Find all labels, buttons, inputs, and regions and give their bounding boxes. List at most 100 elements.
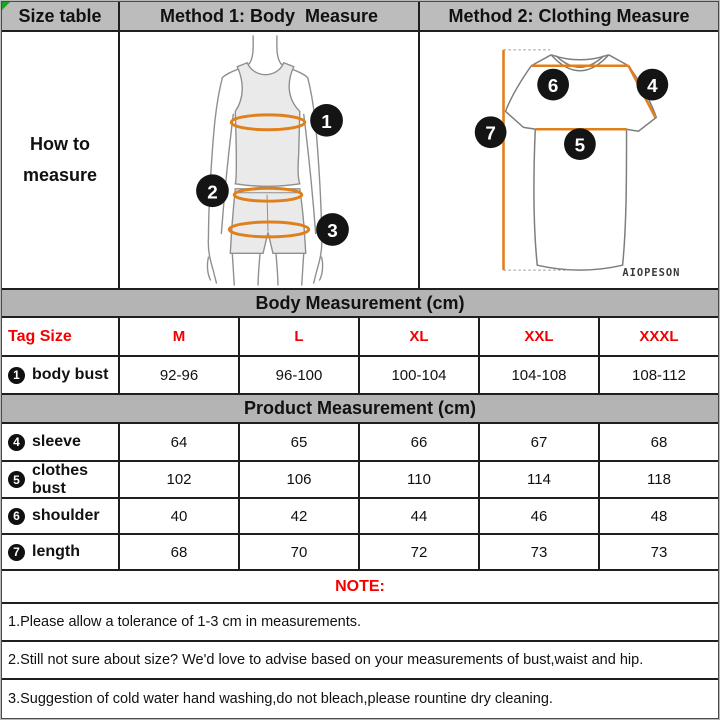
size-header-xxl: XXL: [480, 318, 600, 355]
circled-1-icon: 1: [8, 366, 25, 384]
badge-2-circle: [196, 174, 229, 208]
shoulder-value: 40: [120, 499, 240, 533]
clothes-bust-value: 102: [120, 462, 240, 497]
method1-label: Method 1: Body Measure: [159, 5, 379, 26]
badge-2-number: 2: [207, 181, 217, 202]
length-row: 7 length 68 70 72 73 73: [2, 535, 718, 571]
circled-6-icon: 6: [8, 507, 25, 525]
clothes-bust-label: clothes bust: [32, 462, 89, 497]
body-measurement-title-bar: Body Measurement (cm): [2, 290, 718, 318]
badge-4-circle: [636, 68, 669, 101]
length-value: 73: [600, 535, 718, 569]
tank-top-shape: [234, 61, 301, 187]
note-item-1: 1.Please allow a tolerance of 1-3 cm in …: [2, 604, 718, 642]
body-bust-value: 92-96: [120, 357, 240, 393]
sleeve-value: 66: [360, 424, 480, 460]
body-measurement-title: Body Measurement (cm): [255, 292, 465, 313]
size-header-xl: XL: [360, 318, 480, 355]
badge-5-number: 5: [575, 135, 585, 156]
shoulder-value: 42: [240, 499, 360, 533]
size-header-xxxl: XXXL: [600, 318, 718, 355]
note-text: 2.Still not sure about size? We'd love t…: [8, 652, 644, 668]
tshirt-illustration: 6 4 7 5 AIOPESON: [474, 49, 680, 279]
sleeve-label: sleeve: [32, 433, 81, 450]
method2-header: Method 2: Clothing Measure: [2, 2, 718, 30]
method1-header: Method 1: Body Measure: [120, 2, 420, 30]
body-measure-illustration: 1 2 3: [120, 32, 420, 288]
body-figure-illustration: 1 2 3: [196, 35, 349, 286]
product-measurement-title-bar: Product Measurement (cm): [2, 395, 718, 424]
size-header-l: L: [240, 318, 360, 355]
hip-tape: [227, 220, 311, 239]
sleeve-value: 68: [600, 424, 718, 460]
sleeve-row: 4 sleeve 64 65 66 67 68: [2, 424, 718, 462]
length-value: 72: [360, 535, 480, 569]
length-value: 70: [240, 535, 360, 569]
badge-1-circle: [310, 103, 343, 137]
shoulder-value: 46: [480, 499, 600, 533]
body-bust-value: 96-100: [240, 357, 360, 393]
measure-lines: [502, 49, 657, 271]
clothes-bust-value: 118: [600, 462, 718, 497]
illustration-row: How to measure: [2, 32, 718, 290]
product-measurement-title: Product Measurement (cm): [243, 398, 477, 418]
length-label-cell: 7 length: [2, 535, 120, 569]
size-table-label: Size table: [18, 5, 102, 26]
clothes-bust-value: 106: [240, 462, 360, 497]
length-value: 68: [120, 535, 240, 569]
clothes-bust-row: 5 clothes bust 102 106 110 114 118: [2, 462, 718, 499]
clothing-measure-illustration: 6 4 7 5 AIOPESON: [420, 32, 718, 288]
circled-4-icon: 4: [8, 433, 25, 451]
badge-6-circle: [537, 68, 569, 101]
clothes-bust-value: 114: [480, 462, 600, 497]
bust-tape: [229, 113, 307, 132]
badge-4-number: 4: [647, 75, 658, 96]
sleeve-label-cell: 4 sleeve: [2, 424, 120, 460]
circled-5-icon: 5: [8, 471, 25, 488]
how-to-measure-text: How to measure: [22, 134, 98, 185]
note-item-2: 2.Still not sure about size? We'd love t…: [2, 642, 718, 680]
sleeve-value: 64: [120, 424, 240, 460]
size-table-header: Size table: [2, 2, 120, 30]
sleeve-value: 67: [480, 424, 600, 460]
badge-1-number: 1: [321, 111, 331, 132]
body-badges: 1 2 3: [196, 103, 349, 246]
badge-7-circle: [474, 116, 507, 149]
body-bust-value: 104-108: [480, 357, 600, 393]
shoulder-value: 44: [360, 499, 480, 533]
tag-size-label: Tag Size: [2, 318, 120, 355]
waist-tape: [232, 186, 304, 203]
note-title-row: NOTE:: [2, 571, 718, 604]
size-header-m: M: [120, 318, 240, 355]
note-text: 3.Suggestion of cold water hand washing,…: [8, 691, 553, 707]
badge-3-circle: [316, 213, 349, 246]
brand-text: AIOPESON: [622, 267, 680, 279]
circled-7-icon: 7: [8, 543, 25, 561]
measure-tapes: [227, 113, 311, 239]
size-header-row: Tag Size M L XL XXL XXXL: [2, 318, 718, 357]
header-row: Size table Method 1: Body Measure Method…: [2, 2, 718, 32]
body-bust-label-cell: 1 body bust: [2, 357, 120, 393]
badge-3-number: 3: [327, 220, 337, 241]
body-bust-label: body bust: [32, 366, 109, 383]
note-item-3: 3.Suggestion of cold water hand washing,…: [2, 680, 718, 718]
body-bust-row: 1 body bust 92-96 96-100 100-104 104-108…: [2, 357, 718, 395]
badge-5-circle: [564, 128, 596, 160]
clothing-badges: 6 4 7 5: [474, 68, 669, 160]
shoulder-label-cell: 6 shoulder: [2, 499, 120, 533]
method2-label: Method 2: Clothing Measure: [448, 5, 690, 26]
dotted-guides: [503, 49, 568, 271]
body-bust-value: 100-104: [360, 357, 480, 393]
shoulder-value: 48: [600, 499, 718, 533]
badge-6-number: 6: [548, 75, 558, 96]
shoulder-row: 6 shoulder 40 42 44 46 48: [2, 499, 718, 535]
clothes-bust-value: 110: [360, 462, 480, 497]
tshirt-outline: [504, 54, 658, 271]
length-label: length: [32, 543, 80, 560]
note-title: NOTE:: [335, 577, 385, 595]
body-outline: [206, 35, 324, 286]
note-text: 1.Please allow a tolerance of 1-3 cm in …: [8, 614, 362, 630]
how-to-measure-cell: How to measure: [2, 32, 120, 288]
clothes-bust-label-cell: 5 clothes bust: [2, 462, 120, 497]
